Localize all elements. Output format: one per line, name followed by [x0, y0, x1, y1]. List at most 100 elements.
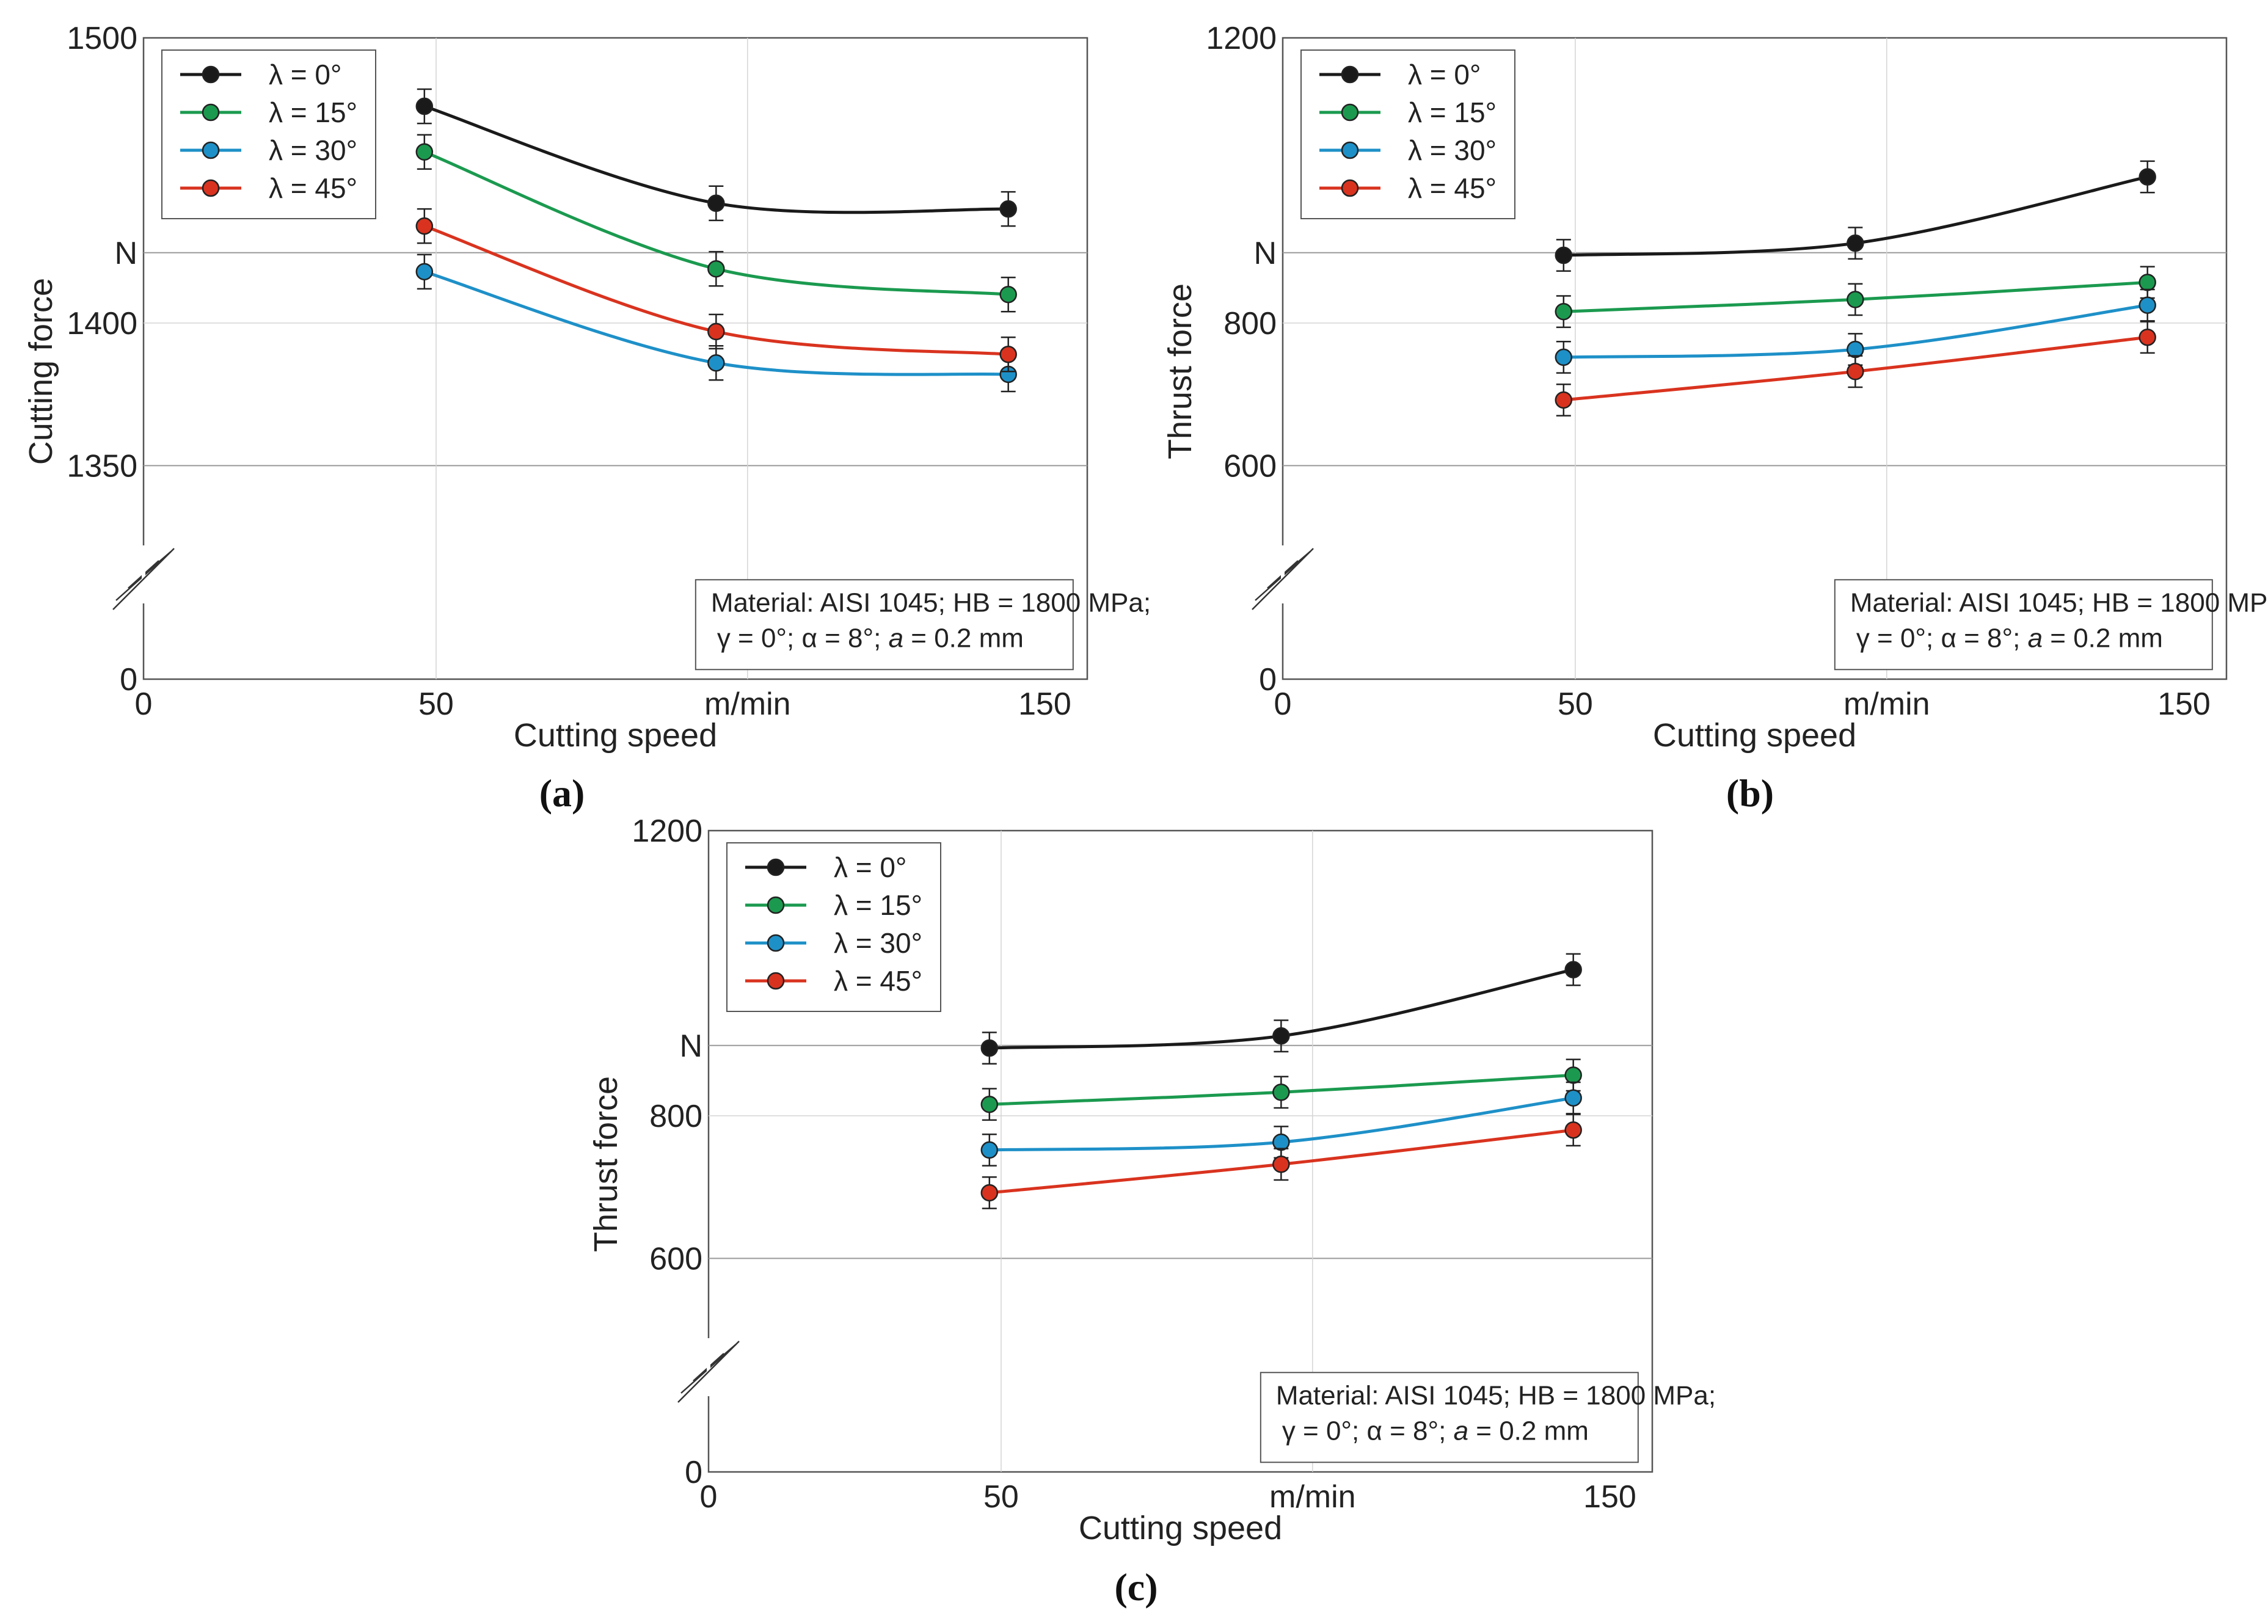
y-tick-label-b: 600 [1223, 448, 1277, 484]
plot-frame-c [707, 829, 1654, 1473]
legend-label-b: λ = 15° [1408, 96, 1497, 128]
legend-label-c: λ = 30° [834, 927, 922, 959]
data-point-a-1-2 [999, 285, 1017, 304]
note-line1-c: Material: AISI 1045; HB = 1800 MPa; [1276, 1380, 1716, 1410]
data-point-b-1-2 [2139, 274, 2156, 291]
x-axis-title-b: Cutting speed [1653, 717, 1856, 754]
note-line2-a-c: γ = 0°; α = 8°; [1282, 1416, 1454, 1446]
legend-marker-a [202, 103, 220, 122]
legend-box-b [1300, 49, 1515, 219]
legend-marker-a [202, 179, 220, 197]
note-line2-b-b: a [2028, 623, 2043, 653]
data-point-b-1-1 [1847, 291, 1864, 308]
y-unit-label-c: N [679, 1029, 702, 1064]
x-tick-label-c: 0 [700, 1479, 718, 1515]
y-tick-label-b: 800 [1223, 306, 1277, 341]
note-line2-c-c: = 0.2 mm [1468, 1416, 1589, 1446]
y-tick-label-b: 1200 [1206, 21, 1277, 56]
note-box-c [1260, 1372, 1639, 1463]
data-point-c-1-0 [980, 1095, 999, 1113]
panel-caption-c: (c) [1114, 1565, 1158, 1609]
x-tick-label-a: 150 [1018, 686, 1071, 722]
data-point-a-2-1 [707, 354, 725, 372]
legend-marker-a [202, 65, 220, 84]
data-point-b-0-0 [1555, 246, 1573, 264]
x-tick-label-a: 0 [135, 686, 153, 722]
data-point-a-1-0 [415, 143, 434, 161]
legend-marker-c [767, 858, 785, 876]
axis-break-gap-b [1281, 545, 1285, 603]
axis-break-gap-c [707, 1338, 710, 1396]
data-point-b-1-0 [1555, 302, 1573, 321]
legend-label-a: λ = 15° [269, 96, 357, 128]
x-tick-label-c: 50 [983, 1479, 1019, 1515]
plot-frame-b [1282, 37, 2228, 680]
legend-label-c: λ = 0° [834, 851, 906, 883]
data-point-c-2-1 [1272, 1133, 1290, 1151]
data-point-c-3-2 [1564, 1121, 1582, 1139]
data-point-b-0-2 [2139, 168, 2156, 186]
y-tick-label-a: 1350 [67, 448, 137, 484]
y-unit-label-b: N [1253, 236, 1277, 271]
legend-label-a: λ = 30° [269, 134, 357, 166]
data-point-c-3-0 [980, 1184, 999, 1202]
note-line2-b-c: a [1454, 1416, 1468, 1446]
x-unit-label-a: m/min [704, 686, 791, 722]
axis-break-mark-b [1252, 548, 1314, 610]
data-point-c-0-1 [1272, 1027, 1290, 1045]
legend-marker-b [1341, 103, 1359, 122]
data-point-c-2-0 [980, 1141, 999, 1159]
y-axis-title-a: Cutting force [23, 278, 59, 465]
data-point-c-0-2 [1564, 961, 1582, 978]
legend-marker-c [767, 896, 785, 914]
x-tick-label-b: 150 [2157, 686, 2211, 722]
data-point-c-1-2 [1564, 1066, 1582, 1084]
note-line2-a: γ = 0°; α = 8°; a = 0.2 mm [717, 623, 1024, 653]
legend-marker-a [202, 141, 220, 159]
data-point-a-0-0 [415, 97, 434, 115]
legend-label-a: λ = 0° [269, 59, 341, 90]
legend-label-b: λ = 45° [1408, 172, 1497, 204]
data-point-b-0-1 [1847, 234, 1864, 252]
x-tick-label-b: 0 [1274, 686, 1292, 722]
x-tick-label-c: 150 [1583, 1479, 1636, 1515]
legend-label-b: λ = 30° [1408, 134, 1497, 166]
data-point-a-3-0 [415, 217, 434, 235]
legend-marker-c [767, 972, 785, 990]
panel-caption-a: (a) [539, 771, 585, 815]
legend-marker-b [1341, 141, 1359, 159]
data-point-c-3-1 [1272, 1156, 1290, 1173]
note-line1-b: Material: AISI 1045; HB = 1800 MPa; [1850, 588, 2268, 617]
plot-frame-a [142, 37, 1088, 680]
axis-break-mark-a [112, 548, 175, 610]
x-axis-title-c: Cutting speed [1079, 1510, 1282, 1546]
y-axis-title-b: Thrust force [1162, 283, 1198, 459]
y-tick-label-a: 1400 [67, 306, 137, 341]
data-point-b-2-1 [1847, 340, 1864, 359]
note-line2-c-a: = 0.2 mm [903, 623, 1024, 653]
axis-break-mark-c [677, 1341, 740, 1403]
y-tick-label-b: 0 [1259, 662, 1277, 697]
legend-box-c [726, 842, 941, 1012]
data-point-a-3-1 [707, 322, 725, 341]
legend-marker-b [1341, 179, 1359, 197]
y-tick-label-c: 1200 [632, 814, 702, 849]
data-point-a-2-0 [415, 263, 434, 281]
note-line2-c: γ = 0°; α = 8°; a = 0.2 mm [1282, 1416, 1589, 1446]
data-point-a-3-2 [999, 346, 1017, 363]
data-point-b-3-2 [2139, 328, 2156, 346]
data-point-b-2-2 [2139, 296, 2156, 314]
note-box-a [695, 579, 1074, 671]
data-point-b-2-0 [1555, 348, 1573, 366]
note-line2-a-a: γ = 0°; α = 8°; [717, 623, 889, 653]
data-point-c-1-1 [1272, 1083, 1290, 1101]
data-point-a-0-1 [707, 194, 725, 213]
note-box-b [1834, 579, 2213, 671]
panel-caption-b: (b) [1726, 771, 1774, 815]
y-tick-label-a: 0 [120, 662, 137, 697]
data-point-b-3-0 [1555, 391, 1573, 409]
